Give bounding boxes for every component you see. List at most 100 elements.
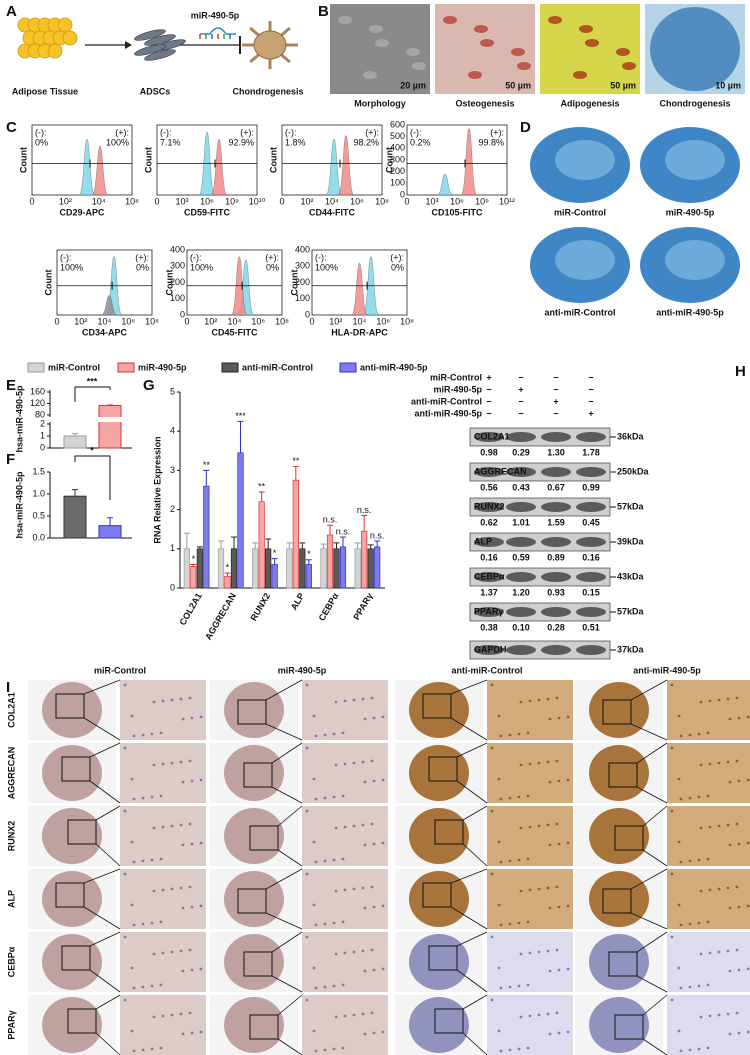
ihc-zoom bbox=[487, 869, 573, 929]
ihc-zoom bbox=[120, 743, 206, 803]
roi-box bbox=[602, 699, 632, 725]
band-ratio: 0.16 bbox=[582, 552, 600, 562]
ihc-nucleus bbox=[332, 795, 336, 799]
ihc-nucleus bbox=[670, 935, 674, 939]
x-tick-label: 10³ bbox=[175, 196, 188, 206]
ihc-nucleus bbox=[746, 841, 750, 845]
ihc-nucleus bbox=[499, 797, 503, 801]
ihc-section bbox=[409, 934, 469, 990]
x-tick-label: 0 bbox=[54, 316, 59, 326]
condition-sign: + bbox=[518, 384, 523, 394]
gate-pos-label: (+): bbox=[365, 127, 379, 137]
ihc-nucleus bbox=[370, 948, 374, 952]
ihc-nucleus bbox=[372, 968, 376, 972]
ihc-nucleus bbox=[708, 762, 712, 766]
stain bbox=[412, 62, 426, 70]
ihc-nucleus bbox=[159, 1046, 163, 1050]
ihc-nucleus bbox=[546, 1012, 550, 1016]
blot-band bbox=[541, 432, 571, 442]
ihc-nucleus bbox=[519, 763, 523, 767]
pellet-label: anti-miR-490-5p bbox=[656, 307, 724, 317]
ihc-nucleus bbox=[343, 762, 347, 766]
stain bbox=[363, 71, 377, 79]
ihc-nucleus bbox=[323, 859, 327, 863]
blot-band bbox=[474, 645, 504, 655]
ihc-nucleus bbox=[161, 699, 165, 703]
roi-link bbox=[95, 805, 121, 821]
roi-box bbox=[243, 951, 273, 977]
ihc-nucleus bbox=[305, 683, 309, 687]
ihc-nucleus bbox=[150, 732, 154, 736]
ihc-nucleus bbox=[305, 935, 309, 939]
y-axis-label: Count bbox=[384, 147, 394, 173]
ihc-nucleus bbox=[150, 921, 154, 925]
band-ratio: 0.28 bbox=[547, 622, 565, 632]
band-ratio: 1.20 bbox=[512, 587, 530, 597]
roi-box bbox=[237, 699, 267, 725]
ihc-zoom bbox=[120, 806, 206, 866]
roi-box bbox=[608, 762, 638, 788]
significance: ** bbox=[203, 460, 211, 470]
roi-box bbox=[67, 819, 97, 845]
ihc-section bbox=[409, 997, 469, 1053]
ihc-nucleus bbox=[517, 921, 521, 925]
ihc-nucleus bbox=[737, 1031, 741, 1035]
band-ratio: 0.59 bbox=[512, 552, 530, 562]
bar bbox=[367, 548, 374, 589]
ihc-nucleus bbox=[152, 826, 156, 830]
ihc-nucleus bbox=[199, 715, 203, 719]
significance: * bbox=[273, 548, 277, 558]
pellet-highlight bbox=[665, 240, 725, 280]
ihc-nucleus bbox=[517, 1047, 521, 1051]
ihc-nucleus bbox=[537, 761, 541, 765]
ihc-nucleus bbox=[152, 889, 156, 893]
ihc-nucleus bbox=[161, 888, 165, 892]
y-tick-label: 120 bbox=[30, 398, 45, 408]
x-tick-label: 10⁹ bbox=[225, 196, 239, 206]
stain bbox=[480, 39, 494, 47]
ihc-nucleus bbox=[679, 734, 683, 738]
x-tick-label: 10⁸ bbox=[125, 196, 139, 206]
y-tick-label: 1 bbox=[170, 543, 175, 553]
row-label: COL2A1 bbox=[6, 692, 16, 728]
x-tick-label: 10² bbox=[59, 196, 72, 206]
y-tick-label: 5 bbox=[170, 386, 175, 396]
row-label: ALP bbox=[6, 890, 16, 908]
ihc-nucleus bbox=[726, 1012, 730, 1016]
ihc-nucleus bbox=[332, 1047, 336, 1051]
roi-link bbox=[265, 723, 303, 741]
condition-label: miR-Control bbox=[430, 372, 482, 382]
ihc-nucleus bbox=[735, 885, 739, 889]
roi-link bbox=[271, 742, 303, 764]
band-ratio: 1.59 bbox=[547, 517, 565, 527]
ihc-nucleus bbox=[332, 921, 336, 925]
ihc-nucleus bbox=[746, 967, 750, 971]
protein-label: CEBPα bbox=[474, 571, 505, 581]
bar bbox=[196, 548, 203, 589]
roi-box bbox=[614, 1014, 644, 1040]
column-header: miR-490-5p bbox=[278, 665, 327, 675]
ihc-nucleus bbox=[188, 696, 192, 700]
ihc-nucleus bbox=[159, 920, 163, 924]
gate-neg-label: (-): bbox=[160, 127, 172, 137]
ihc-zoom bbox=[487, 680, 573, 740]
gate-neg-value: 1.8% bbox=[285, 137, 306, 147]
x-axis-label: HLA-DR-APC bbox=[331, 327, 388, 337]
ihc-nucleus bbox=[170, 698, 174, 702]
ihc-nucleus bbox=[670, 809, 674, 813]
roi-link bbox=[630, 868, 668, 890]
ihc-nucleus bbox=[190, 842, 194, 846]
ihc-nucleus bbox=[341, 731, 345, 735]
y-tick-label: 2 bbox=[170, 504, 175, 514]
ihc-section bbox=[589, 745, 649, 801]
stain bbox=[548, 16, 562, 24]
roi-box bbox=[55, 882, 85, 908]
ihc-nucleus bbox=[555, 885, 559, 889]
y-tick-label: 0.5 bbox=[32, 510, 45, 520]
roi-link bbox=[277, 805, 303, 827]
ihc-zoom bbox=[667, 680, 750, 740]
panel-letter: H bbox=[735, 363, 746, 380]
y-tick-label: 0 bbox=[305, 309, 310, 319]
ihc-section bbox=[589, 871, 649, 927]
ihc-nucleus bbox=[312, 903, 316, 907]
